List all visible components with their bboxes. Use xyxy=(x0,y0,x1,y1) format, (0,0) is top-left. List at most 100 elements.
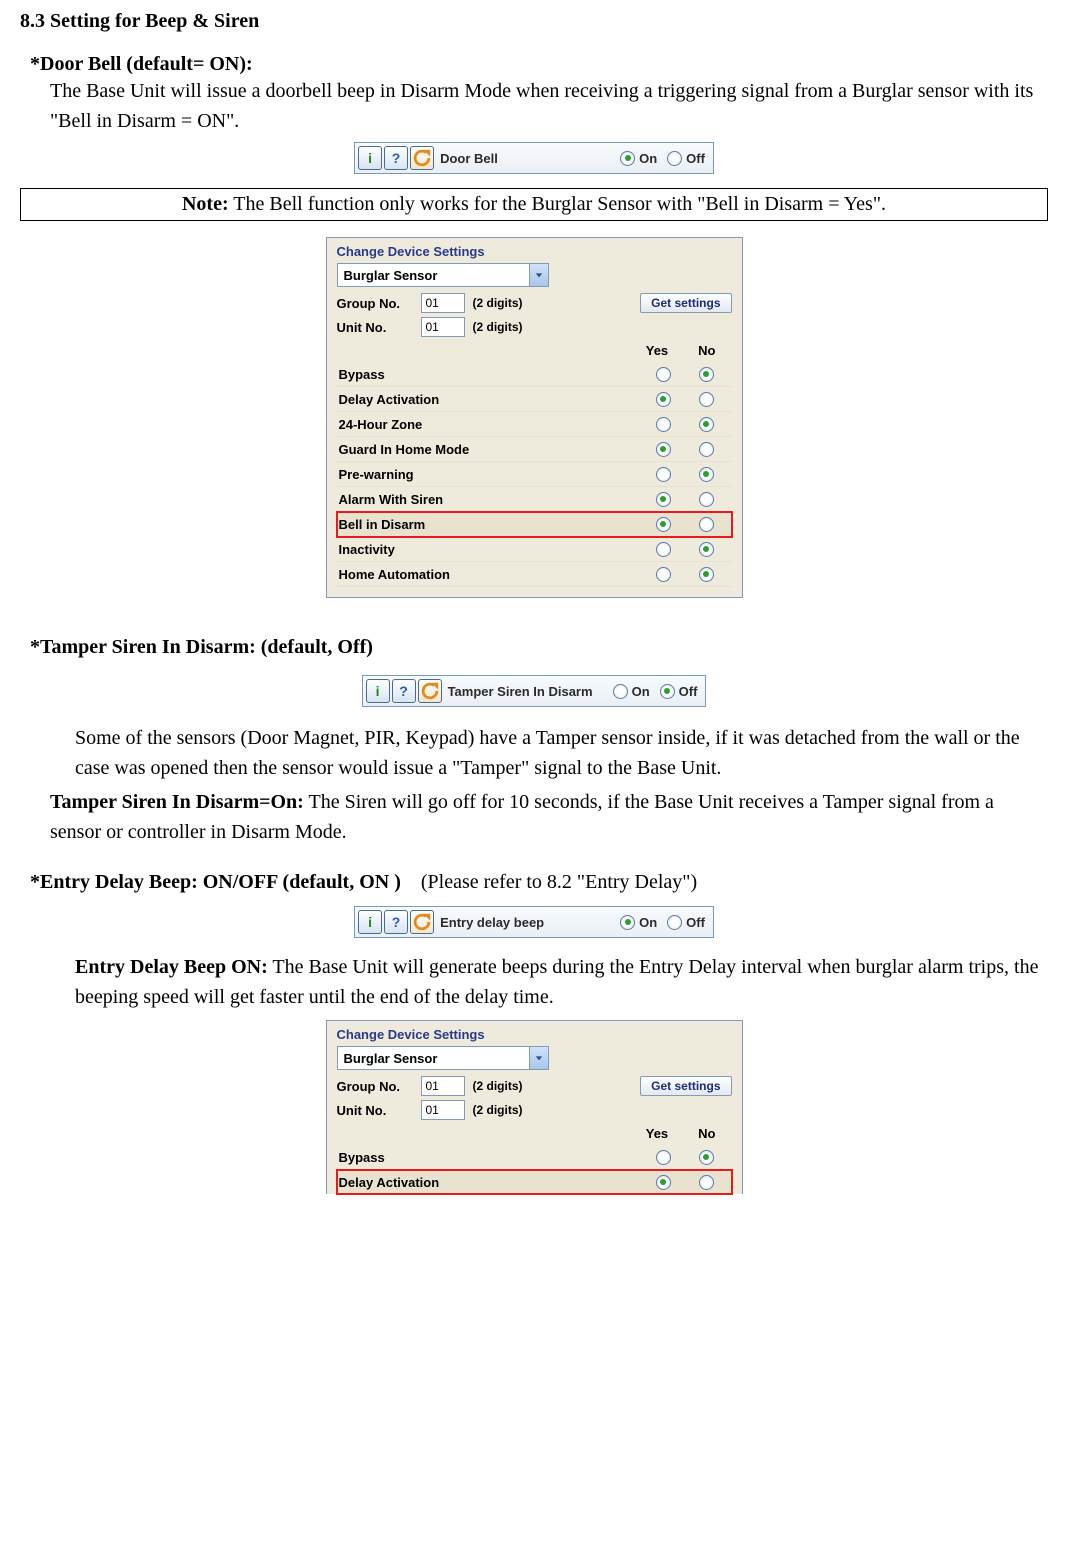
group-no-label: Group No. xyxy=(337,296,413,311)
option-radio-no[interactable] xyxy=(699,1150,714,1165)
unit-no-input[interactable]: 01 xyxy=(421,1100,465,1120)
get-settings-button[interactable]: Get settings xyxy=(640,293,731,313)
option-label: Delay Activation xyxy=(337,1175,656,1190)
option-row: Alarm With Siren xyxy=(337,487,732,512)
get-settings-button[interactable]: Get settings xyxy=(640,1076,731,1096)
refresh-icon[interactable] xyxy=(410,910,434,934)
entry-radio-on[interactable] xyxy=(620,915,635,930)
off-label: Off xyxy=(686,915,705,930)
col-yes: Yes xyxy=(646,1126,668,1141)
chevron-down-icon[interactable] xyxy=(529,264,548,286)
option-label: Bell in Disarm xyxy=(337,517,656,532)
option-radio-yes[interactable] xyxy=(656,492,671,507)
option-radio-no[interactable] xyxy=(699,567,714,582)
help-icon[interactable]: ? xyxy=(384,910,408,934)
tamper-radio-off[interactable] xyxy=(660,684,675,699)
on-label: On xyxy=(639,915,657,930)
off-label: Off xyxy=(679,684,698,699)
tamper-config-row: i ? Tamper Siren In Disarm On Off xyxy=(362,675,707,707)
doorbell-cfg-label: Door Bell xyxy=(440,151,610,166)
doorbell-body: The Base Unit will issue a doorbell beep… xyxy=(50,76,1048,136)
option-radio-no[interactable] xyxy=(699,492,714,507)
option-radio-yes[interactable] xyxy=(656,467,671,482)
info-icon[interactable]: i xyxy=(358,910,382,934)
entry-body-prefix: Entry Delay Beep ON: xyxy=(75,956,268,978)
entry-body-wrap: Entry Delay Beep ON: The Base Unit will … xyxy=(75,952,1048,1012)
device-settings-panel-2: Change Device Settings Burglar Sensor Grou… xyxy=(326,1020,743,1194)
group-no-input[interactable]: 01 xyxy=(421,293,465,313)
option-radio-no[interactable] xyxy=(699,367,714,382)
option-radio-no[interactable] xyxy=(699,417,714,432)
refresh-icon[interactable] xyxy=(410,146,434,170)
digits-hint: (2 digits) xyxy=(473,1079,523,1093)
section-title: 8.3 Setting for Beep & Siren xyxy=(20,10,1048,33)
chevron-down-icon[interactable] xyxy=(529,1047,548,1069)
option-radio-yes[interactable] xyxy=(656,542,671,557)
option-row: Pre-warning xyxy=(337,462,732,487)
option-label: Pre-warning xyxy=(337,467,656,482)
doorbell-config-row: i ? Door Bell On Off xyxy=(354,142,714,174)
help-icon[interactable]: ? xyxy=(392,679,416,703)
option-row: Delay Activation xyxy=(337,1170,732,1194)
unit-no-input[interactable]: 01 xyxy=(421,317,465,337)
entry-refer: (Please refer to 8.2 "Entry Delay") xyxy=(421,871,697,893)
option-label: 24-Hour Zone xyxy=(337,417,656,432)
digits-hint: (2 digits) xyxy=(473,1103,523,1117)
option-row: Home Automation xyxy=(337,562,732,587)
option-label: Bypass xyxy=(337,367,656,382)
option-radio-yes[interactable] xyxy=(656,367,671,382)
group-no-label: Group No. xyxy=(337,1079,413,1094)
device-type-value: Burglar Sensor xyxy=(338,1051,529,1066)
option-radio-no[interactable] xyxy=(699,467,714,482)
tamper-body2-prefix: Tamper Siren In Disarm=On: xyxy=(50,791,304,813)
option-label: Bypass xyxy=(337,1150,656,1165)
entry-heading-row: *Entry Delay Beep: ON/OFF (default, ON )… xyxy=(30,871,1048,894)
info-icon[interactable]: i xyxy=(358,146,382,170)
tamper-heading: *Tamper Siren In Disarm: (default, Off) xyxy=(30,636,1048,659)
col-no: No xyxy=(698,343,715,358)
tamper-body1: Some of the sensors (Door Magnet, PIR, K… xyxy=(75,723,1048,783)
option-label: Guard In Home Mode xyxy=(337,442,656,457)
note-text: The Bell function only works for the Bur… xyxy=(229,193,886,215)
refresh-icon[interactable] xyxy=(418,679,442,703)
option-radio-no[interactable] xyxy=(699,542,714,557)
option-radio-yes[interactable] xyxy=(656,442,671,457)
panel-title: Change Device Settings xyxy=(337,1027,732,1042)
unit-no-label: Unit No. xyxy=(337,1103,413,1118)
entry-config-row: i ? Entry delay beep On Off xyxy=(354,906,714,938)
option-radio-yes[interactable] xyxy=(656,417,671,432)
col-yes: Yes xyxy=(646,343,668,358)
option-radio-no[interactable] xyxy=(699,517,714,532)
option-radio-no[interactable] xyxy=(699,1175,714,1190)
tamper-body2-wrap: Tamper Siren In Disarm=On: The Siren wil… xyxy=(50,787,1048,847)
panel-title: Change Device Settings xyxy=(337,244,732,259)
group-no-input[interactable]: 01 xyxy=(421,1076,465,1096)
option-radio-yes[interactable] xyxy=(656,517,671,532)
off-label: Off xyxy=(686,151,705,166)
option-radio-yes[interactable] xyxy=(656,1150,671,1165)
device-type-value: Burglar Sensor xyxy=(338,268,529,283)
device-type-select[interactable]: Burglar Sensor xyxy=(337,263,549,287)
help-icon[interactable]: ? xyxy=(384,146,408,170)
doorbell-heading: *Door Bell (default= ON): xyxy=(30,53,1048,76)
option-row: Inactivity xyxy=(337,537,732,562)
entry-cfg-label: Entry delay beep xyxy=(440,915,610,930)
entry-radio-off[interactable] xyxy=(667,915,682,930)
on-label: On xyxy=(632,684,650,699)
doorbell-radio-on[interactable] xyxy=(620,151,635,166)
doorbell-radio-off[interactable] xyxy=(667,151,682,166)
option-label: Delay Activation xyxy=(337,392,656,407)
option-radio-yes[interactable] xyxy=(656,1175,671,1190)
tamper-radio-on[interactable] xyxy=(613,684,628,699)
option-radio-yes[interactable] xyxy=(656,567,671,582)
digits-hint: (2 digits) xyxy=(473,320,523,334)
option-row: 24-Hour Zone xyxy=(337,412,732,437)
on-label: On xyxy=(639,151,657,166)
option-radio-yes[interactable] xyxy=(656,392,671,407)
option-row: Bypass xyxy=(337,362,732,387)
device-type-select[interactable]: Burglar Sensor xyxy=(337,1046,549,1070)
info-icon[interactable]: i xyxy=(366,679,390,703)
option-radio-no[interactable] xyxy=(699,392,714,407)
option-radio-no[interactable] xyxy=(699,442,714,457)
tamper-cfg-label: Tamper Siren In Disarm xyxy=(448,684,603,699)
